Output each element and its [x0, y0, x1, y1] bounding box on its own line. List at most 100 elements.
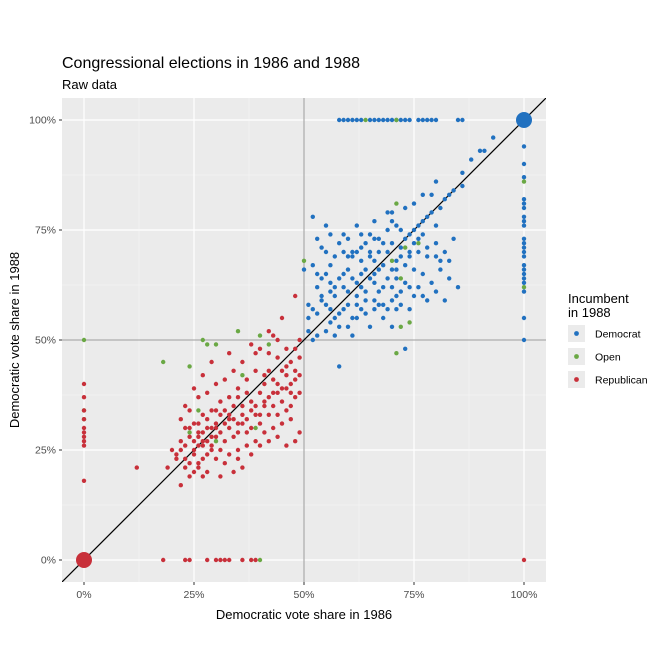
point-republican	[187, 434, 192, 439]
point-democrat	[345, 267, 351, 272]
point-republican	[183, 425, 188, 431]
point-republican	[196, 443, 201, 448]
point-democrat	[425, 245, 430, 250]
point-republican	[191, 439, 197, 444]
point-democrat	[389, 219, 395, 224]
point-republican	[240, 359, 245, 365]
point-republican	[257, 346, 263, 351]
point-republican	[293, 368, 298, 373]
point-democrat	[310, 263, 315, 268]
point-democrat	[521, 254, 527, 259]
point-republican	[187, 474, 192, 479]
point-republican	[262, 373, 267, 378]
point-democrat	[521, 201, 527, 206]
point-democrat	[306, 315, 311, 321]
point-democrat	[332, 333, 337, 338]
x-tick-label: 75%	[403, 589, 424, 601]
point-republican	[235, 430, 241, 435]
point-democrat	[482, 148, 487, 153]
point-democrat	[354, 117, 359, 123]
point-democrat	[367, 276, 373, 281]
point-republican	[196, 430, 201, 435]
data-points	[76, 112, 532, 568]
point-democrat	[310, 307, 315, 312]
point-democrat	[337, 276, 342, 281]
point-democrat	[407, 232, 412, 237]
legend-label-republican: Republican	[595, 375, 648, 387]
point-republican	[196, 434, 201, 439]
point-democrat	[359, 258, 364, 263]
point-republican	[183, 403, 188, 409]
point-democrat	[372, 307, 377, 312]
point-democrat	[398, 245, 403, 250]
point-republican	[218, 474, 223, 479]
point-republican	[244, 390, 249, 395]
point-democrat	[385, 117, 390, 123]
point-democrat	[420, 293, 425, 299]
point-democrat	[521, 214, 527, 219]
point-democrat	[425, 298, 430, 303]
point-democrat	[521, 205, 527, 211]
point-republican	[81, 408, 87, 413]
point-republican	[205, 557, 210, 563]
point-democrat	[328, 280, 333, 285]
point-democrat	[438, 258, 443, 263]
point-democrat	[491, 135, 496, 140]
point-republican	[266, 351, 271, 356]
point-democrat	[455, 117, 461, 123]
point-republican	[227, 395, 232, 400]
point-republican	[205, 439, 210, 444]
point-democrat	[433, 179, 439, 184]
point-republican	[178, 417, 183, 422]
point-republican	[262, 430, 267, 435]
point-republican	[279, 399, 285, 404]
point-democrat	[385, 307, 390, 312]
point-republican	[178, 447, 183, 453]
point-democrat	[433, 223, 439, 228]
point-democrat	[411, 241, 417, 246]
y-tick-label: 50%	[35, 335, 56, 347]
point-democrat	[420, 192, 425, 197]
point-open	[240, 373, 245, 378]
point-democrat	[345, 117, 351, 123]
point-republican	[288, 403, 293, 409]
point-democrat	[381, 241, 386, 246]
point-democrat	[429, 280, 434, 285]
point-republican	[161, 557, 166, 563]
point-republican	[297, 390, 302, 395]
point-republican	[266, 439, 271, 444]
point-democrat	[354, 293, 359, 299]
point-democrat	[337, 311, 342, 316]
point-democrat	[442, 298, 447, 303]
point-democrat	[420, 232, 425, 237]
point-republican	[293, 439, 298, 444]
point-democrat	[367, 254, 373, 259]
point-republican	[240, 465, 245, 470]
point-republican	[284, 364, 289, 369]
point-democrat	[354, 223, 359, 228]
point-democrat	[398, 302, 403, 307]
point-republican	[257, 443, 263, 448]
point-republican	[253, 403, 258, 409]
point-democrat	[394, 223, 399, 228]
point-republican	[209, 434, 214, 439]
point-open	[257, 557, 263, 563]
point-republican	[81, 434, 87, 439]
point-republican	[297, 355, 302, 360]
point-republican	[244, 377, 249, 382]
point-republican	[205, 452, 210, 457]
point-democrat	[363, 298, 368, 303]
point-democrat	[389, 285, 395, 290]
point-democrat	[301, 267, 307, 272]
point-republican	[271, 425, 276, 431]
point-democrat	[407, 285, 412, 290]
point-open	[200, 337, 205, 343]
point-democrat	[394, 293, 399, 299]
point-republican	[231, 368, 236, 373]
x-axis-title: Democratic vote share in 1986	[216, 607, 392, 622]
point-democrat	[372, 236, 377, 241]
point-republican	[279, 315, 285, 321]
point-republican	[222, 408, 227, 413]
y-tick-label: 100%	[29, 115, 56, 127]
point-democrat	[385, 276, 390, 281]
